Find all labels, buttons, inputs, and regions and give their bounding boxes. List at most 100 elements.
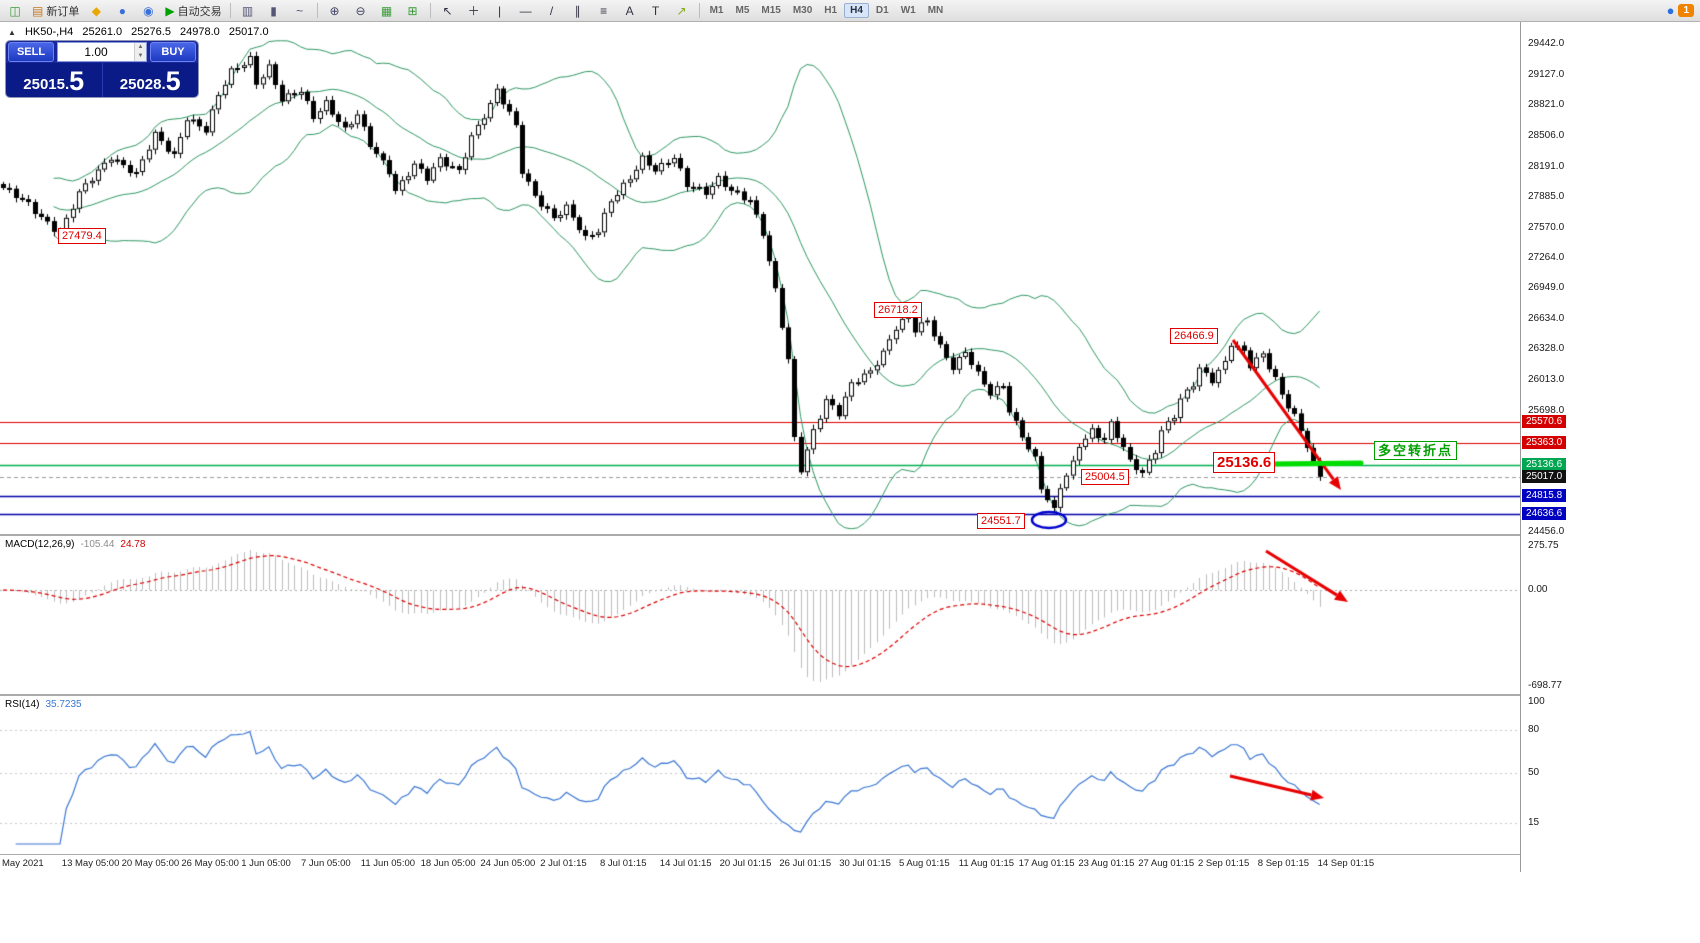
zoom-in-icon[interactable]: ⊕ [329,3,340,18]
price-tag: 25570.6 [1522,415,1567,429]
price-tick: 28191.0 [1528,160,1565,172]
timeframe-switcher: M1 M5 M15 M30 H1 H4 D1 W1 MN [704,3,950,18]
alerts-icon[interactable]: ◉ [143,3,154,18]
price-tag: 25363.0 [1522,435,1567,449]
rsi-label: RSI(14) 35.7235 [5,699,82,710]
vertical-line-icon[interactable]: | [498,3,502,18]
volume-up-button[interactable]: ▲ [135,43,146,52]
rsi-name: RSI(14) [5,699,40,710]
buy-button[interactable]: BUY [150,42,196,62]
timeframe-m30[interactable]: M30 [792,5,813,16]
trendline-icon[interactable]: / [549,3,554,18]
price-annotation[interactable]: 26718.2 [874,302,922,318]
time-axis-label: 24 Jun 05:00 [480,858,536,869]
timeframe-mn[interactable]: MN [927,5,944,16]
new-chart-icon[interactable]: ◫ [9,3,21,18]
label-icon[interactable]: T [651,3,660,18]
profiles-icon[interactable]: ● [118,3,126,18]
price-annotation[interactable]: 25136.6 [1213,452,1276,473]
horizontal-line-icon[interactable]: ― [519,3,532,18]
notification-badge[interactable]: 1 [1678,4,1694,17]
time-axis-label: 20 Jul 01:15 [719,858,772,869]
tile-windows-icon[interactable]: ▦ [380,3,393,18]
arrow-tool-icon[interactable]: ↗ [676,3,687,18]
price-tick: 27885.0 [1528,190,1565,202]
price-tag: 24815.8 [1522,489,1567,503]
toolbar-separator [429,3,431,18]
auto-trading-button[interactable]: ▶ 自动交易 [165,3,222,18]
toolbar-separator [229,3,231,18]
toolbar-separator [316,3,318,18]
macd-name: MACD(12,26,9) [5,539,75,550]
sell-price-main: 25015. [23,76,70,93]
zoom-out-icon[interactable]: ⊖ [355,3,366,18]
volume-down-button[interactable]: ▼ [135,52,146,61]
price-tick: 24456.0 [1528,526,1565,538]
price-annotation[interactable]: 25004.5 [1081,469,1129,485]
line-chart-icon[interactable]: ~ [296,3,304,18]
time-axis-label: 14 Sep 01:15 [1317,858,1375,869]
timeframe-m15[interactable]: M15 [761,5,781,16]
price-tick: 26949.0 [1528,282,1565,294]
buy-price-main: 25028. [119,76,166,93]
time-axis-label: 2 Jul 01:15 [540,858,587,869]
timeframe-m5[interactable]: M5 [735,5,750,16]
ohlc-high: 25276.5 [131,26,171,38]
timeframe-h1[interactable]: H1 [824,5,838,16]
buy-price-big-digit: 5 [165,66,181,96]
crosshair-icon[interactable]: ＋ [467,4,480,18]
channel-icon[interactable]: ∥ [574,3,581,18]
price-annotation[interactable]: 27479.4 [58,228,106,244]
cursor-icon[interactable]: ↖ [442,3,453,18]
price-annotation[interactable]: 24551.7 [977,513,1025,529]
time-axis-label: 23 Aug 01:15 [1078,858,1135,869]
price-tag: 25017.0 [1522,469,1567,483]
time-axis-label: 13 May 05:00 [61,858,120,869]
collapse-panel-icon[interactable]: ▲ [8,28,16,37]
time-axis-label: 26 Jul 01:15 [779,858,832,869]
sell-price[interactable]: 25015. 5 [6,63,102,97]
toolbar-status: ● 1 [1667,3,1698,18]
indicators-icon[interactable]: ⊞ [407,3,418,18]
ohlc-low: 24978.0 [180,26,220,38]
toolbar: ◫ ▤ 新订单 ◆ ● ◉ ▶ 自动交易 ▥ ▮ ~ ⊕ ⊖ ▦ ⊞ ↖ ＋ | ― / ∥ ≡ A T ↗ M1 M5 M15 M3… [0,0,1700,22]
macd-scale-label: -698.77 [1528,680,1562,691]
price-annotation[interactable]: 26466.9 [1170,328,1218,344]
volume-field[interactable]: 1.00 ▲ ▼ [57,42,147,62]
time-axis[interactable]: May 2021 13 May 05:00 20 May 05:00 26 May 0… [0,854,1700,873]
connection-icon[interactable]: ● [1666,3,1675,18]
sell-button[interactable]: SELL [8,42,54,62]
rsi-scale-label: 15 [1528,816,1540,828]
panel-separator[interactable] [0,694,1700,696]
timeframe-h4[interactable]: H4 [844,3,869,18]
price-tick: 27264.0 [1528,251,1565,263]
turning-point-label[interactable]: 多空转折点 [1374,441,1458,460]
panel-separator[interactable] [0,534,1700,536]
buy-price[interactable]: 25028. 5 [103,63,199,97]
time-axis-label: 8 Sep 01:15 [1257,858,1310,869]
fibonacci-icon[interactable]: ≡ [600,3,608,18]
candlestick-chart-icon[interactable]: ▮ [270,3,277,18]
timeframe-w1[interactable]: W1 [900,5,916,16]
price-tag: 24636.6 [1522,506,1567,520]
volume-value[interactable]: 1.00 [84,45,108,59]
timeframe-d1[interactable]: D1 [875,5,889,16]
price-tick: 29127.0 [1528,69,1565,81]
new-order-button[interactable]: ▤ 新订单 [32,3,80,18]
rsi-panel-canvas[interactable] [0,696,1520,854]
symbol-name: HK50-,H4 [24,26,74,38]
bar-chart-icon[interactable]: ▥ [241,3,254,18]
timeframe-m1[interactable]: M1 [709,5,724,16]
price-tick: 28821.0 [1528,99,1565,111]
macd-panel-canvas[interactable] [0,536,1520,694]
main-chart-canvas[interactable] [0,22,1520,534]
favorites-icon[interactable]: ◆ [91,3,101,18]
macd-label: MACD(12,26,9) -105.44 24.78 [5,539,145,550]
time-axis-label: May 2021 [2,858,44,869]
time-axis-label: 11 Jun 05:00 [360,858,416,869]
text-icon[interactable]: A [625,3,634,18]
price-tick: 26013.0 [1528,374,1565,386]
toolbar-tools: ◫ ▤ 新订单 ◆ ● ◉ ▶ 自动交易 ▥ ▮ ~ ⊕ ⊖ ▦ ⊞ ↖ ＋ | ― / ∥ ≡ A T ↗ [2,2,704,20]
price-axis[interactable]: 29442.0 29127.0 28821.0 28506.0 28191.0 27885… [1520,22,1700,872]
